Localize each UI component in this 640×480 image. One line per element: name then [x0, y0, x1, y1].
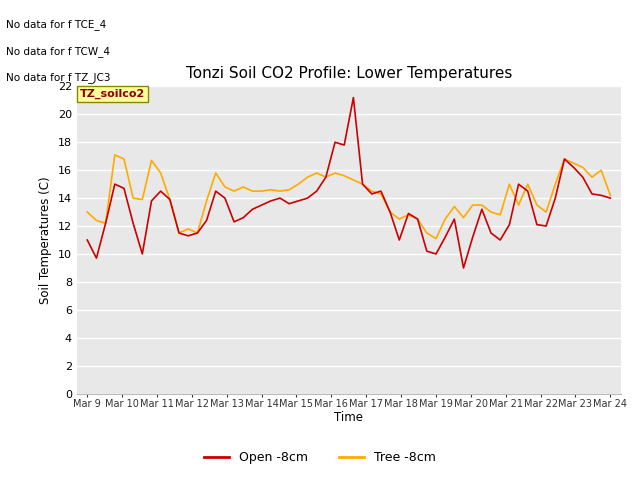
- Text: TZ_soilco2: TZ_soilco2: [79, 89, 145, 99]
- Text: No data for f TCE_4: No data for f TCE_4: [6, 19, 107, 30]
- Title: Tonzi Soil CO2 Profile: Lower Temperatures: Tonzi Soil CO2 Profile: Lower Temperatur…: [186, 66, 512, 81]
- X-axis label: Time: Time: [334, 410, 364, 423]
- Y-axis label: Soil Temperatures (C): Soil Temperatures (C): [39, 176, 52, 304]
- Legend: Open -8cm, Tree -8cm: Open -8cm, Tree -8cm: [199, 446, 441, 469]
- Text: No data for f TCW_4: No data for f TCW_4: [6, 46, 111, 57]
- Text: No data for f TZ_JC3: No data for f TZ_JC3: [6, 72, 111, 83]
